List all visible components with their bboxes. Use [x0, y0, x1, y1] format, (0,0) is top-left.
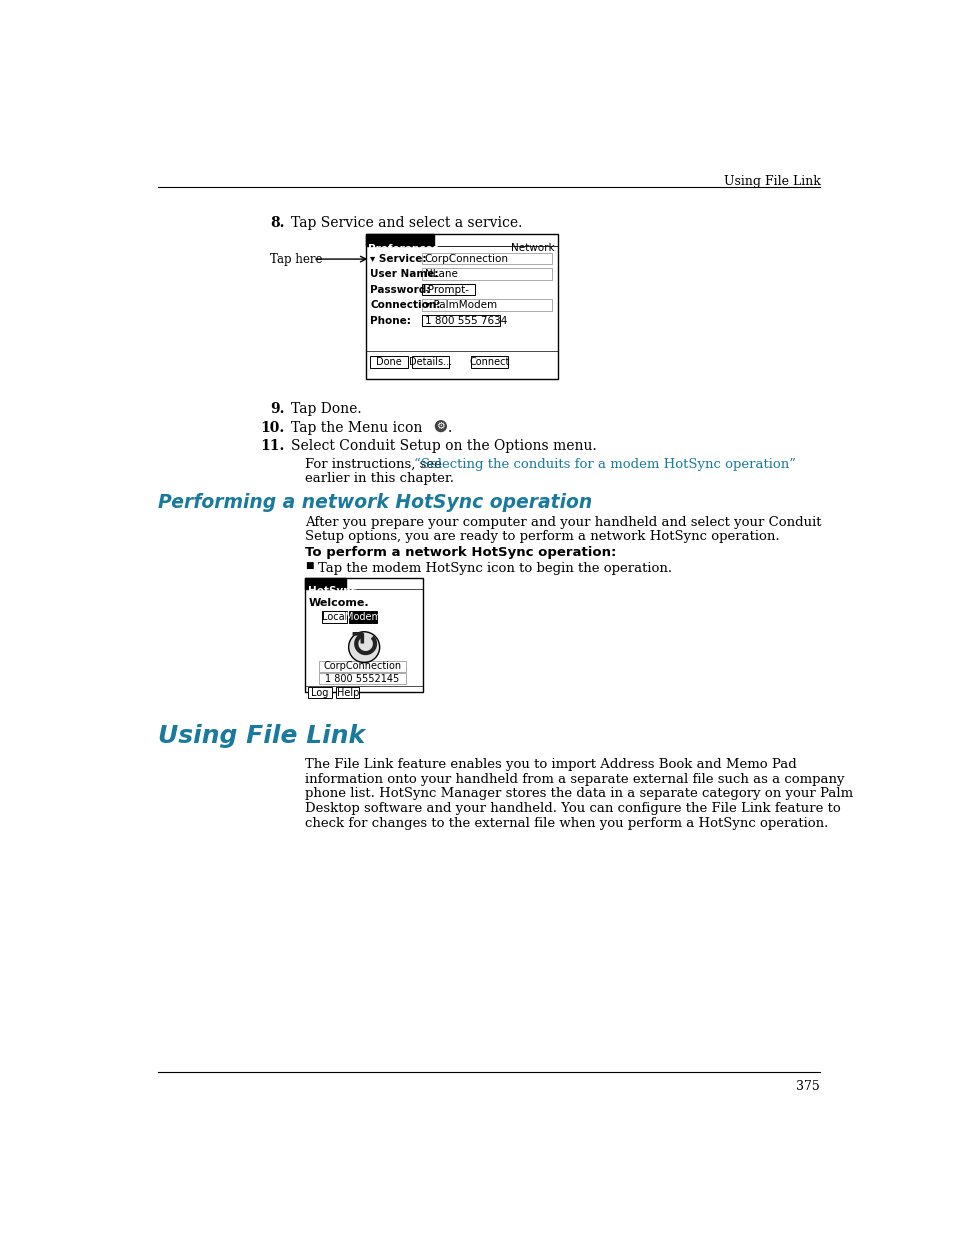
Text: CorpConnection: CorpConnection [323, 662, 401, 672]
Bar [422, 299, 552, 311]
Bar [335, 687, 359, 698]
Bar [322, 611, 347, 622]
Text: ■: ■ [305, 561, 314, 571]
Text: Connect: Connect [469, 357, 509, 367]
Text: earlier in this chapter.: earlier in this chapter. [305, 472, 454, 485]
Bar [422, 284, 475, 295]
Text: To perform a network HotSync operation:: To perform a network HotSync operation: [305, 546, 616, 558]
Bar [365, 235, 434, 246]
Text: Desktop software and your handheld. You can configure the File Link feature to: Desktop software and your handheld. You … [305, 802, 841, 815]
Text: User Name:: User Name: [370, 269, 438, 279]
Text: 1 800 5552145: 1 800 5552145 [325, 674, 399, 684]
Text: Tap the modem HotSync icon to begin the operation.: Tap the modem HotSync icon to begin the … [317, 562, 671, 574]
Text: “Selecting the conduits for a modem HotSync operation”: “Selecting the conduits for a modem HotS… [414, 458, 795, 471]
Text: Performing a network HotSync operation: Performing a network HotSync operation [158, 493, 592, 513]
Bar [319, 661, 406, 672]
Text: 10.: 10. [260, 421, 284, 435]
Text: ▾ PalmModem: ▾ PalmModem [424, 300, 497, 310]
Text: Done: Done [375, 357, 401, 367]
Bar [305, 578, 422, 692]
Text: phone list. HotSync Manager stores the data in a separate category on your Palm: phone list. HotSync Manager stores the d… [305, 787, 853, 800]
Text: ↻: ↻ [349, 630, 379, 664]
Text: Phone:: Phone: [370, 316, 411, 326]
Text: -Prompt-: -Prompt- [424, 285, 469, 295]
Bar [365, 235, 558, 379]
Text: .: . [447, 421, 452, 435]
Text: Select Conduit Setup on the Options menu.: Select Conduit Setup on the Options menu… [291, 440, 597, 453]
Text: Preferences: Preferences [368, 243, 438, 253]
Text: 11.: 11. [260, 440, 284, 453]
Text: Using File Link: Using File Link [158, 724, 365, 748]
Text: After you prepare your computer and your handheld and select your Conduit: After you prepare your computer and your… [305, 516, 821, 530]
Bar [412, 356, 449, 368]
Text: Connection:: Connection: [370, 300, 440, 310]
Bar [422, 315, 499, 326]
Text: Setup options, you are ready to perform a network HotSync operation.: Setup options, you are ready to perform … [305, 530, 779, 543]
Text: information onto your handheld from a separate external file such as a company: information onto your handheld from a se… [305, 773, 843, 785]
Text: Details...: Details... [409, 357, 452, 367]
Text: The File Link feature enables you to import Address Book and Memo Pad: The File Link feature enables you to imp… [305, 758, 796, 771]
Text: 1 800 555 7634: 1 800 555 7634 [424, 316, 506, 326]
Text: Help: Help [336, 688, 358, 698]
Text: Tap the Menu icon: Tap the Menu icon [291, 421, 422, 435]
Text: 8.: 8. [270, 216, 285, 230]
Text: Using File Link: Using File Link [723, 175, 820, 188]
Text: Modem: Modem [344, 611, 380, 621]
Text: NLane: NLane [424, 269, 457, 279]
Text: Tap here: Tap here [270, 253, 322, 266]
Bar [422, 268, 552, 280]
Bar [471, 356, 508, 368]
Text: CorpConnection: CorpConnection [424, 254, 508, 264]
Text: Tap Service and select a service.: Tap Service and select a service. [291, 216, 522, 230]
Bar [422, 253, 552, 264]
Text: Tap Done.: Tap Done. [291, 403, 361, 416]
Text: 9.: 9. [270, 403, 285, 416]
Circle shape [435, 421, 446, 431]
Text: For instructions, see: For instructions, see [305, 458, 446, 471]
Text: HotSync: HotSync [307, 587, 356, 597]
Text: Password:: Password: [370, 285, 430, 295]
Text: check for changes to the external file when you perform a HotSync operation.: check for changes to the external file w… [305, 816, 828, 830]
Text: ▾ Service:: ▾ Service: [370, 254, 426, 264]
Text: Log: Log [311, 688, 329, 698]
Text: ⚙: ⚙ [436, 421, 445, 431]
Bar [319, 673, 406, 684]
Bar [308, 687, 332, 698]
Bar [305, 578, 345, 589]
Circle shape [348, 632, 379, 662]
Text: Local: Local [322, 611, 347, 621]
Bar [370, 356, 407, 368]
Text: 375: 375 [795, 1079, 819, 1093]
Bar [348, 611, 376, 622]
Text: Welcome.: Welcome. [308, 598, 369, 608]
Text: Network: Network [511, 243, 555, 253]
